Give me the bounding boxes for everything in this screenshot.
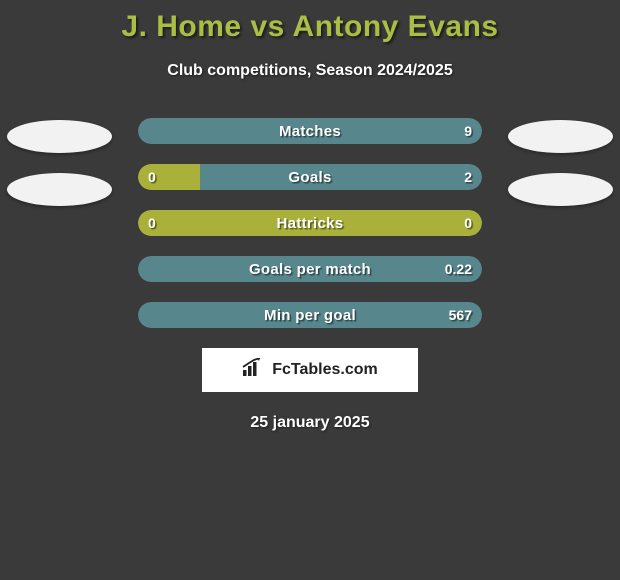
- player-right-avatar: [508, 120, 613, 200]
- stat-row-hattricks: 0 Hattricks 0: [138, 210, 482, 236]
- stat-right-value: 0: [464, 210, 472, 236]
- stat-label: Hattricks: [138, 210, 482, 236]
- avatar-ellipse: [508, 120, 613, 153]
- stat-right-value: 2: [464, 164, 472, 190]
- stat-right-value: 9: [464, 118, 472, 144]
- stat-row-matches: Matches 9: [138, 118, 482, 144]
- stat-label: Goals per match: [138, 256, 482, 282]
- avatar-ellipse: [7, 173, 112, 206]
- date-line: 25 january 2025: [0, 414, 620, 432]
- stat-label: Goals: [138, 164, 482, 190]
- brand-attribution: FcTables.com: [202, 348, 418, 392]
- page-title: J. Home vs Antony Evans: [0, 0, 620, 44]
- stats-container: Matches 9 0 Goals 2 0 Hattricks 0 Goals …: [138, 118, 482, 328]
- stat-right-value: 567: [449, 302, 472, 328]
- bar-chart-icon: [242, 358, 266, 383]
- stat-right-value: 0.22: [445, 256, 472, 282]
- avatar-ellipse: [7, 120, 112, 153]
- stat-row-goals: 0 Goals 2: [138, 164, 482, 190]
- stat-label: Min per goal: [138, 302, 482, 328]
- player-left-avatar: [7, 120, 112, 200]
- avatar-ellipse: [508, 173, 613, 206]
- stat-row-goals-per-match: Goals per match 0.22: [138, 256, 482, 282]
- page-subtitle: Club competitions, Season 2024/2025: [0, 62, 620, 80]
- stat-label: Matches: [138, 118, 482, 144]
- brand-text: FcTables.com: [272, 361, 378, 379]
- stat-row-min-per-goal: Min per goal 567: [138, 302, 482, 328]
